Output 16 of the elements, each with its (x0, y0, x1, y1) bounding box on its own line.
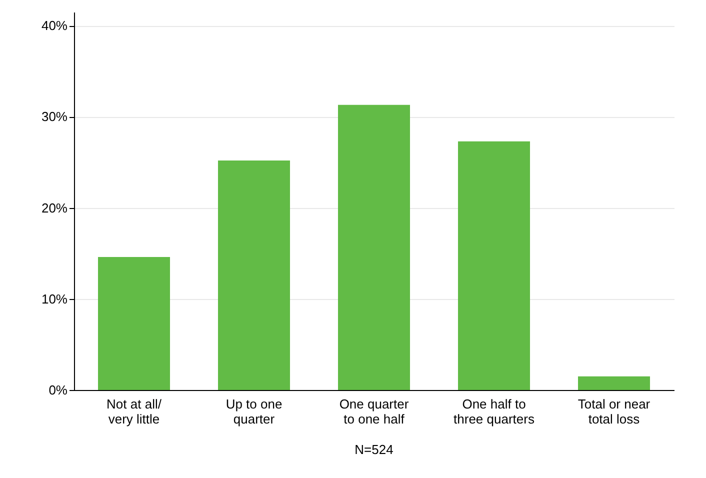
x-tick-label: One half to three quarters (454, 396, 535, 426)
x-tick-label: Up to one quarter (226, 396, 282, 426)
bar (218, 160, 290, 390)
x-tick-label: One quarter to one half (339, 396, 410, 426)
bar (578, 376, 650, 390)
text: N=524 (354, 442, 394, 457)
y-tick-label: 30% (41, 109, 68, 124)
x-tick-label: Not at all/ very little (106, 396, 162, 426)
y-tick-label: 20% (41, 200, 68, 216)
x-tick-label: Total or near total loss (578, 396, 651, 426)
y-tick-label: 40% (41, 18, 68, 34)
y-tick-label: 0% (48, 382, 68, 398)
y-tick-label: 10% (41, 291, 68, 306)
bar (98, 257, 170, 390)
bar (338, 104, 410, 390)
bar (458, 141, 530, 390)
